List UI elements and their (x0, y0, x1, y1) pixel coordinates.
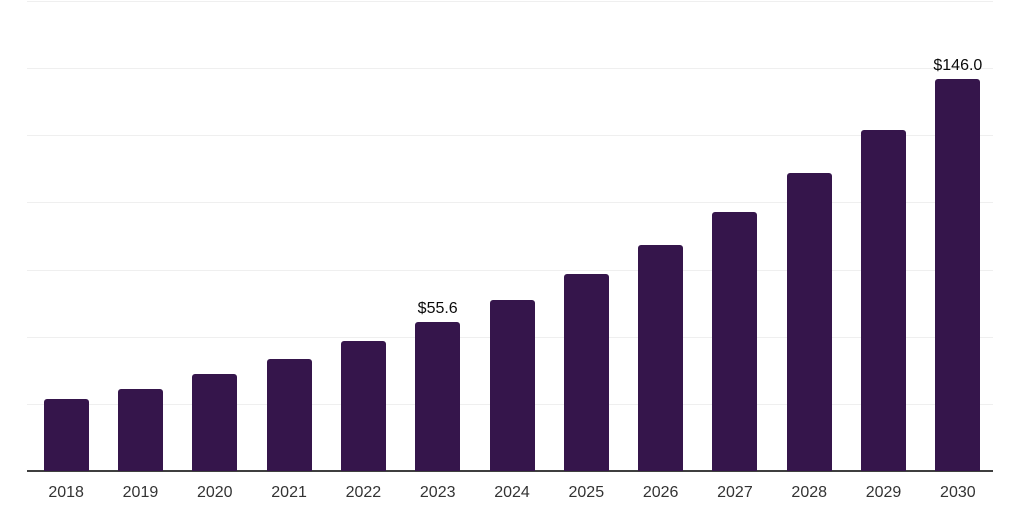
data-label-2030: $146.0 (933, 56, 983, 74)
x-tick-label-2018: 2018 (48, 484, 84, 501)
x-tick-label-2025: 2025 (568, 484, 605, 501)
bar-2030 (935, 78, 981, 471)
bar-2023 (415, 321, 461, 471)
gridline-125 (27, 135, 993, 137)
bar-2019 (117, 388, 163, 471)
gridline-175 (27, 1, 993, 2)
x-tick-label-2023: 2023 (419, 484, 456, 501)
gridline-100 (27, 202, 993, 204)
x-tick-label-2019: 2019 (122, 484, 159, 501)
bar-2025 (563, 274, 609, 471)
bar-2018 (43, 399, 89, 471)
gridline-75 (27, 269, 993, 271)
x-tick-label-2027: 2027 (717, 484, 753, 501)
x-tick-label-2026: 2026 (642, 484, 679, 501)
x-axis-line (27, 470, 993, 472)
bar-2029 (861, 129, 907, 471)
bar-2027 (712, 211, 758, 471)
x-tick-label-2024: 2024 (494, 484, 530, 501)
data-label-2023: $55.6 (417, 299, 458, 317)
x-tick-label-2028: 2028 (791, 484, 828, 501)
x-tick-label-2030: 2030 (940, 484, 976, 501)
x-tick-label-2021: 2021 (271, 484, 307, 501)
bar-2026 (638, 245, 684, 471)
bar-2022 (340, 341, 386, 471)
x-tick-label-2022: 2022 (345, 484, 382, 501)
bar-2028 (786, 173, 832, 471)
plot-area: $55.6 $146.0 (27, 1, 993, 472)
x-tick-label-2029: 2029 (865, 484, 902, 501)
bar-2020 (192, 374, 238, 471)
bar-2024 (489, 299, 535, 471)
x-tick-label-2020: 2020 (196, 484, 233, 501)
gridline-150 (27, 68, 993, 70)
bar-2021 (266, 359, 312, 471)
